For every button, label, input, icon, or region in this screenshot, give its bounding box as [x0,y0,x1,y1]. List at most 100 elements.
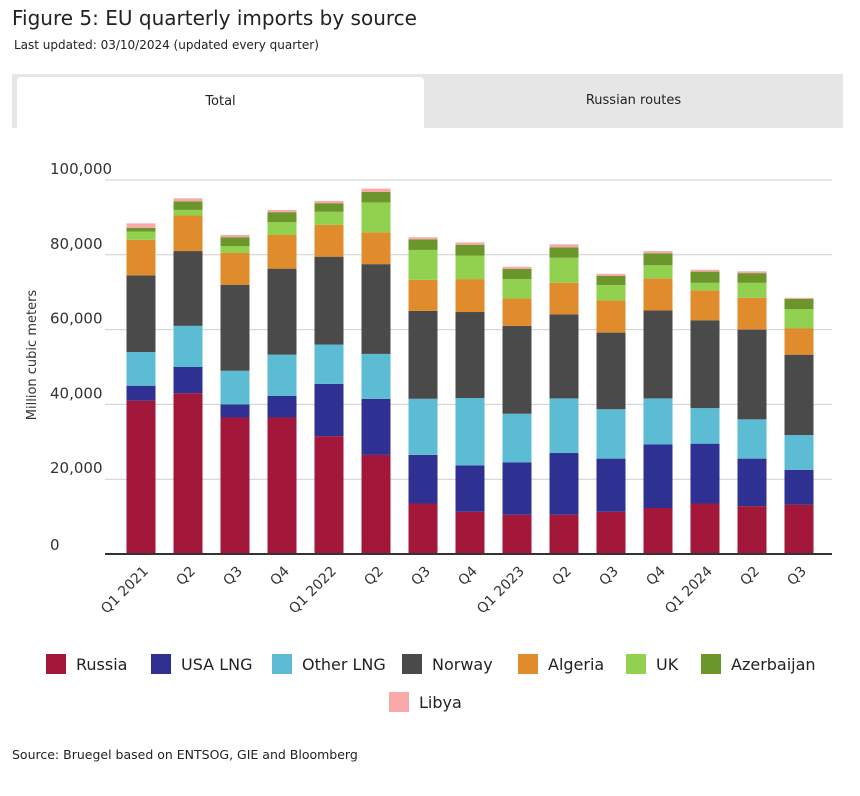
bar-segment-libya [361,188,391,192]
bar-segment-azerbaijan [737,273,767,283]
bar-segment-russia [690,503,720,554]
legend-swatch-usa-lng [151,654,171,674]
bar-segment-usa-lng [126,385,156,401]
bar-segment-norway [690,320,720,409]
bar-segment-azerbaijan [173,201,203,210]
bar-segment-algeria [690,290,720,321]
bar-segment-libya [690,269,720,272]
bar-segment-other-lng [455,398,485,466]
bar-segment-algeria [737,297,767,330]
bar-segment-other-lng [690,408,720,444]
bar-segment-azerbaijan [690,271,720,283]
bar-segment-russia [220,417,250,554]
x-tick-label: Q4 [643,563,668,588]
bar-segment-libya [549,244,579,248]
x-tick-label: Q2 [737,564,762,589]
legend-swatch-algeria [518,654,538,674]
bar-segment-uk [314,211,344,225]
bar-segment-norway [549,314,579,399]
bar-segment-azerbaijan [126,227,156,232]
bar-segment-norway [220,284,250,371]
bar-segment-algeria [596,300,626,333]
legend-label: Libya [419,693,462,712]
bar-segment-uk [126,231,156,240]
bar-segment-other-lng [408,398,438,455]
bar-segment-norway [126,275,156,353]
bar-segment-usa-lng [173,367,203,394]
bar-segment-uk [455,255,485,280]
bar-segment-uk [408,249,438,280]
y-tick-label: 20,000 [50,459,103,477]
bar-segment-usa-lng [690,443,720,504]
y-tick-label: 80,000 [50,235,103,253]
x-tick-label: Q3 [220,564,245,589]
bar-segment-norway [502,325,532,414]
bar-segment-norway [643,310,673,399]
bar-segment-libya [737,271,767,274]
bar-segment-usa-lng [502,462,532,515]
bar-segment-russia [643,507,673,554]
x-tick-label: Q1 2021 [98,564,152,618]
bar-segment-norway [408,310,438,399]
x-tick-label: Q3 [784,564,809,589]
bar-segment-algeria [314,224,344,257]
bar-segment-libya [220,234,250,238]
y-tick-label: 60,000 [50,310,103,328]
bar-segment-uk [690,282,720,291]
bar-segment-russia [408,503,438,554]
y-tick-label: 40,000 [50,384,103,402]
tab-russian-routes[interactable]: Russian routes [585,93,682,108]
legend-label: Azerbaijan [731,655,816,674]
bar-segment-algeria [643,278,673,311]
bar-segment-libya [596,273,626,276]
bar-segment-norway [596,332,626,410]
legend-swatch-russia [46,654,66,674]
bar-segment-russia [314,436,344,554]
bar-segment-norway [361,264,391,354]
bar-segment-usa-lng [220,404,250,418]
tab-total[interactable]: Total [17,77,424,128]
legend-label: Russia [76,655,127,674]
chart-title: Figure 5: EU quarterly imports by source [12,6,417,30]
x-tick-label: Q2 [361,564,386,589]
bar-segment-russia [737,506,767,554]
bar-segment-algeria [549,282,579,315]
legend-swatch-other-lng [272,654,292,674]
legend-label: USA LNG [181,655,252,674]
bar-segment-other-lng [314,344,344,384]
bar-segment-norway [784,354,814,436]
bar-segment-uk [173,209,203,216]
bar-segment-azerbaijan [643,253,673,266]
bar-segment-other-lng [220,370,250,405]
bar-segment-azerbaijan [314,203,344,212]
bar-segment-azerbaijan [549,247,579,258]
bar-segment-norway [455,312,485,399]
x-tick-label: Q1 2023 [474,564,528,618]
bar-segment-usa-lng [596,458,626,512]
bar-segment-azerbaijan [361,191,391,203]
stacked-bar-chart: 0 20,000 40,000 60,000 80,000 100,000 Million … [25,160,832,712]
bar-segment-russia [173,393,203,554]
bar-segment-uk [784,309,814,329]
bar-segment-libya [173,198,203,202]
bar-segment-azerbaijan [220,237,250,247]
bar-segment-libya [502,266,532,270]
y-axis-label: Million cubic meters [25,290,40,421]
source-note: Source: Bruegel based on ENTSOG, GIE and… [12,747,358,762]
bar-segment-other-lng [502,413,532,463]
bar-segment-norway [267,268,297,355]
bar-segment-russia [502,514,532,554]
x-tick-label: Q1 2024 [662,563,716,617]
x-tick-label: Q1 2022 [286,564,340,618]
bar-segment-uk [643,265,673,279]
last-updated-note: Last updated: 03/10/2024 (updated every … [14,38,319,52]
bar-segment-libya [314,200,344,204]
bar-segment-algeria [126,239,156,276]
bar-segment-libya [126,223,156,228]
x-tick-label: Q2 [549,564,574,589]
legend-label: Other LNG [302,655,386,674]
legend-label: Norway [432,655,493,674]
bar-segment-other-lng [737,419,767,459]
bar-segment-other-lng [549,398,579,454]
bar-segment-uk [596,285,626,301]
